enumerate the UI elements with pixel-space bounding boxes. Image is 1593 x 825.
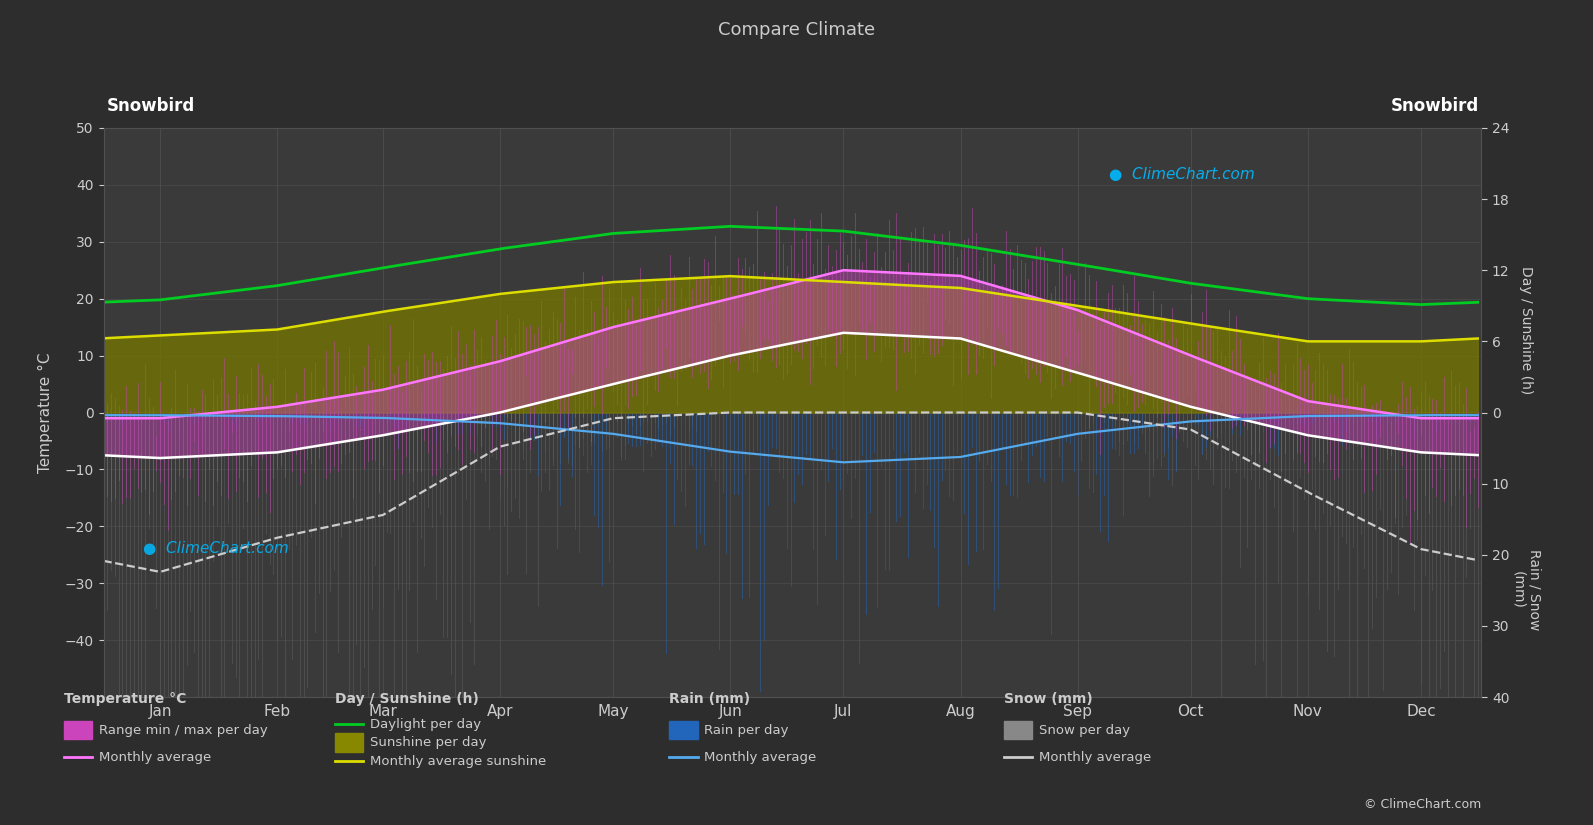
Text: Rain per day: Rain per day: [704, 724, 789, 737]
Text: ●  ClimeChart.com: ● ClimeChart.com: [143, 540, 288, 556]
Text: Daylight per day: Daylight per day: [370, 718, 481, 731]
Text: Day / Sunshine (h): Day / Sunshine (h): [1520, 266, 1532, 394]
Text: Monthly average: Monthly average: [1039, 751, 1150, 764]
Text: Compare Climate: Compare Climate: [718, 21, 875, 39]
Y-axis label: Temperature °C: Temperature °C: [38, 352, 54, 473]
Text: Snowbird: Snowbird: [107, 97, 194, 115]
Text: Monthly average sunshine: Monthly average sunshine: [370, 755, 546, 768]
Text: Sunshine per day: Sunshine per day: [370, 736, 486, 749]
Text: Rain (mm): Rain (mm): [669, 692, 750, 706]
Text: Rain / Snow
(mm): Rain / Snow (mm): [1512, 549, 1540, 630]
Text: Snow per day: Snow per day: [1039, 724, 1129, 737]
Text: Monthly average: Monthly average: [704, 751, 816, 764]
Text: © ClimeChart.com: © ClimeChart.com: [1364, 799, 1481, 812]
Text: ●  ClimeChart.com: ● ClimeChart.com: [1109, 167, 1255, 182]
Text: Snowbird: Snowbird: [1391, 97, 1478, 115]
Text: Temperature °C: Temperature °C: [64, 692, 186, 706]
Text: Range min / max per day: Range min / max per day: [99, 724, 268, 737]
Text: Snow (mm): Snow (mm): [1004, 692, 1093, 706]
Text: Monthly average: Monthly average: [99, 751, 210, 764]
Text: Day / Sunshine (h): Day / Sunshine (h): [335, 692, 478, 706]
